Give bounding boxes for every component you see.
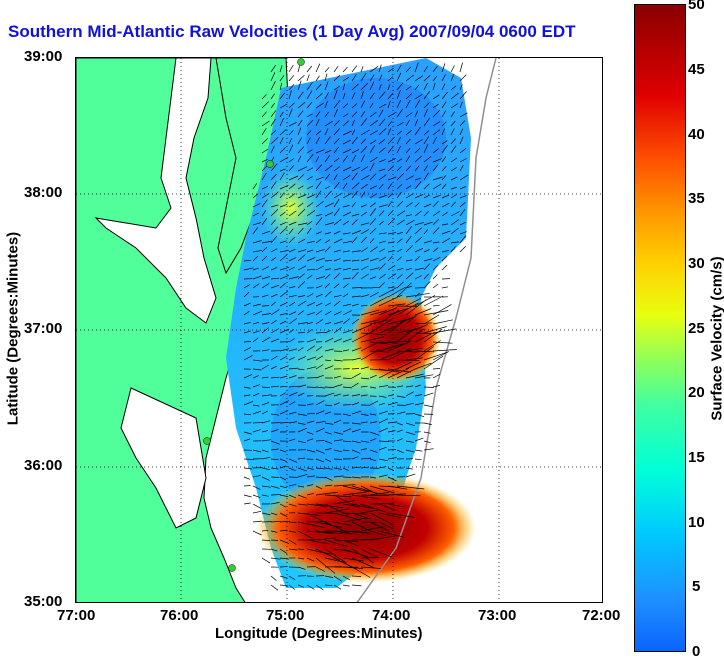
velocity-arrow bbox=[352, 576, 361, 577]
velocity-arrow bbox=[271, 495, 281, 496]
velocity-arrow bbox=[433, 275, 437, 279]
y-tick: 39:00 bbox=[24, 48, 62, 65]
colorbar-tick: 20 bbox=[688, 384, 705, 401]
velocity-arrow bbox=[424, 296, 443, 306]
colorbar-tick: 40 bbox=[688, 126, 705, 143]
velocity-arrow bbox=[433, 284, 438, 288]
velocity-map bbox=[76, 58, 603, 603]
velocity-arrow bbox=[253, 423, 263, 424]
colorbar-tick: 15 bbox=[688, 449, 705, 466]
velocity-arrow bbox=[271, 576, 276, 581]
y-tick: 38:00 bbox=[24, 184, 62, 201]
velocity-arrow bbox=[271, 540, 278, 541]
velocity-arrow bbox=[460, 75, 466, 81]
velocity-arrow bbox=[343, 585, 350, 586]
velocity-arrow bbox=[415, 459, 422, 460]
velocity-arrow bbox=[451, 66, 455, 73]
radar-station bbox=[229, 565, 236, 572]
velocity-arrow bbox=[271, 585, 278, 590]
colorbar-tick: 30 bbox=[688, 255, 705, 272]
velocity-arrow bbox=[298, 75, 304, 81]
velocity-arrow bbox=[253, 504, 261, 509]
velocity-arrow bbox=[289, 75, 294, 81]
x-axis-label: Longitude (Degrees:Minutes) bbox=[215, 625, 423, 642]
radar-station bbox=[298, 59, 305, 66]
colorbar-tick: 0 bbox=[692, 643, 700, 660]
x-tick: 74:00 bbox=[372, 607, 410, 624]
colorbar-tick: 35 bbox=[688, 190, 705, 207]
x-tick: 75:00 bbox=[266, 607, 304, 624]
colorbar-tick: 10 bbox=[688, 514, 705, 531]
velocity-arrow bbox=[406, 474, 415, 477]
colorbar-tick: 25 bbox=[688, 320, 705, 337]
radar-station bbox=[267, 161, 274, 168]
velocity-arrow bbox=[424, 432, 431, 433]
x-tick: 77:00 bbox=[57, 607, 95, 624]
x-tick: 76:00 bbox=[160, 607, 198, 624]
velocity-arrow bbox=[244, 486, 250, 487]
x-tick: 73:00 bbox=[478, 607, 516, 624]
velocity-arrow bbox=[460, 63, 463, 72]
velocity-arrow bbox=[334, 66, 338, 72]
velocity-arrow bbox=[289, 65, 293, 72]
velocity-arrow bbox=[343, 67, 348, 72]
velocity-arrow bbox=[424, 405, 433, 407]
colorbar-tick: 50 bbox=[688, 0, 705, 13]
map-plot bbox=[75, 57, 603, 603]
velocity-arrow bbox=[253, 511, 261, 513]
x-tick: 72:00 bbox=[582, 607, 620, 624]
velocity-arrow bbox=[316, 64, 320, 72]
y-tick: 35:00 bbox=[24, 593, 62, 610]
velocity-arrow bbox=[352, 585, 361, 586]
velocity-arrow bbox=[397, 405, 406, 406]
velocity-arrow bbox=[433, 305, 440, 306]
colorbar bbox=[634, 4, 686, 652]
velocity-arrow bbox=[352, 66, 357, 72]
y-tick: 36:00 bbox=[24, 457, 62, 474]
colorbar-tick: 5 bbox=[692, 578, 700, 595]
colorbar-tick: 45 bbox=[688, 61, 705, 78]
velocity-arrow bbox=[334, 459, 342, 460]
velocity-arrow bbox=[262, 558, 270, 563]
velocity-arrow bbox=[307, 75, 309, 82]
velocity-arrow bbox=[415, 450, 422, 451]
y-axis-label: Latitude (Degrees:Minutes) bbox=[5, 224, 22, 434]
y-tick: 37:00 bbox=[24, 320, 62, 337]
velocity-arrow bbox=[424, 393, 433, 396]
velocity-arrow bbox=[244, 477, 250, 479]
velocity-arrow bbox=[244, 503, 251, 504]
velocity-arrow bbox=[307, 66, 312, 72]
velocity-arrow bbox=[460, 246, 466, 252]
velocity-arrow bbox=[433, 369, 440, 370]
velocity-arrow bbox=[325, 67, 329, 72]
velocity-arrow bbox=[397, 306, 417, 307]
velocity-arrow bbox=[244, 459, 254, 460]
velocity-arrow bbox=[442, 287, 448, 288]
map-title: Southern Mid-Atlantic Raw Velocities (1 … bbox=[8, 22, 576, 42]
velocity-arrow bbox=[307, 387, 316, 388]
radar-station bbox=[204, 438, 211, 445]
velocity-arrow bbox=[424, 387, 434, 388]
colorbar-label: Surface Velocity (cm/s) bbox=[709, 239, 724, 439]
velocity-arrow bbox=[442, 265, 447, 270]
velocity-arrow bbox=[244, 495, 252, 497]
